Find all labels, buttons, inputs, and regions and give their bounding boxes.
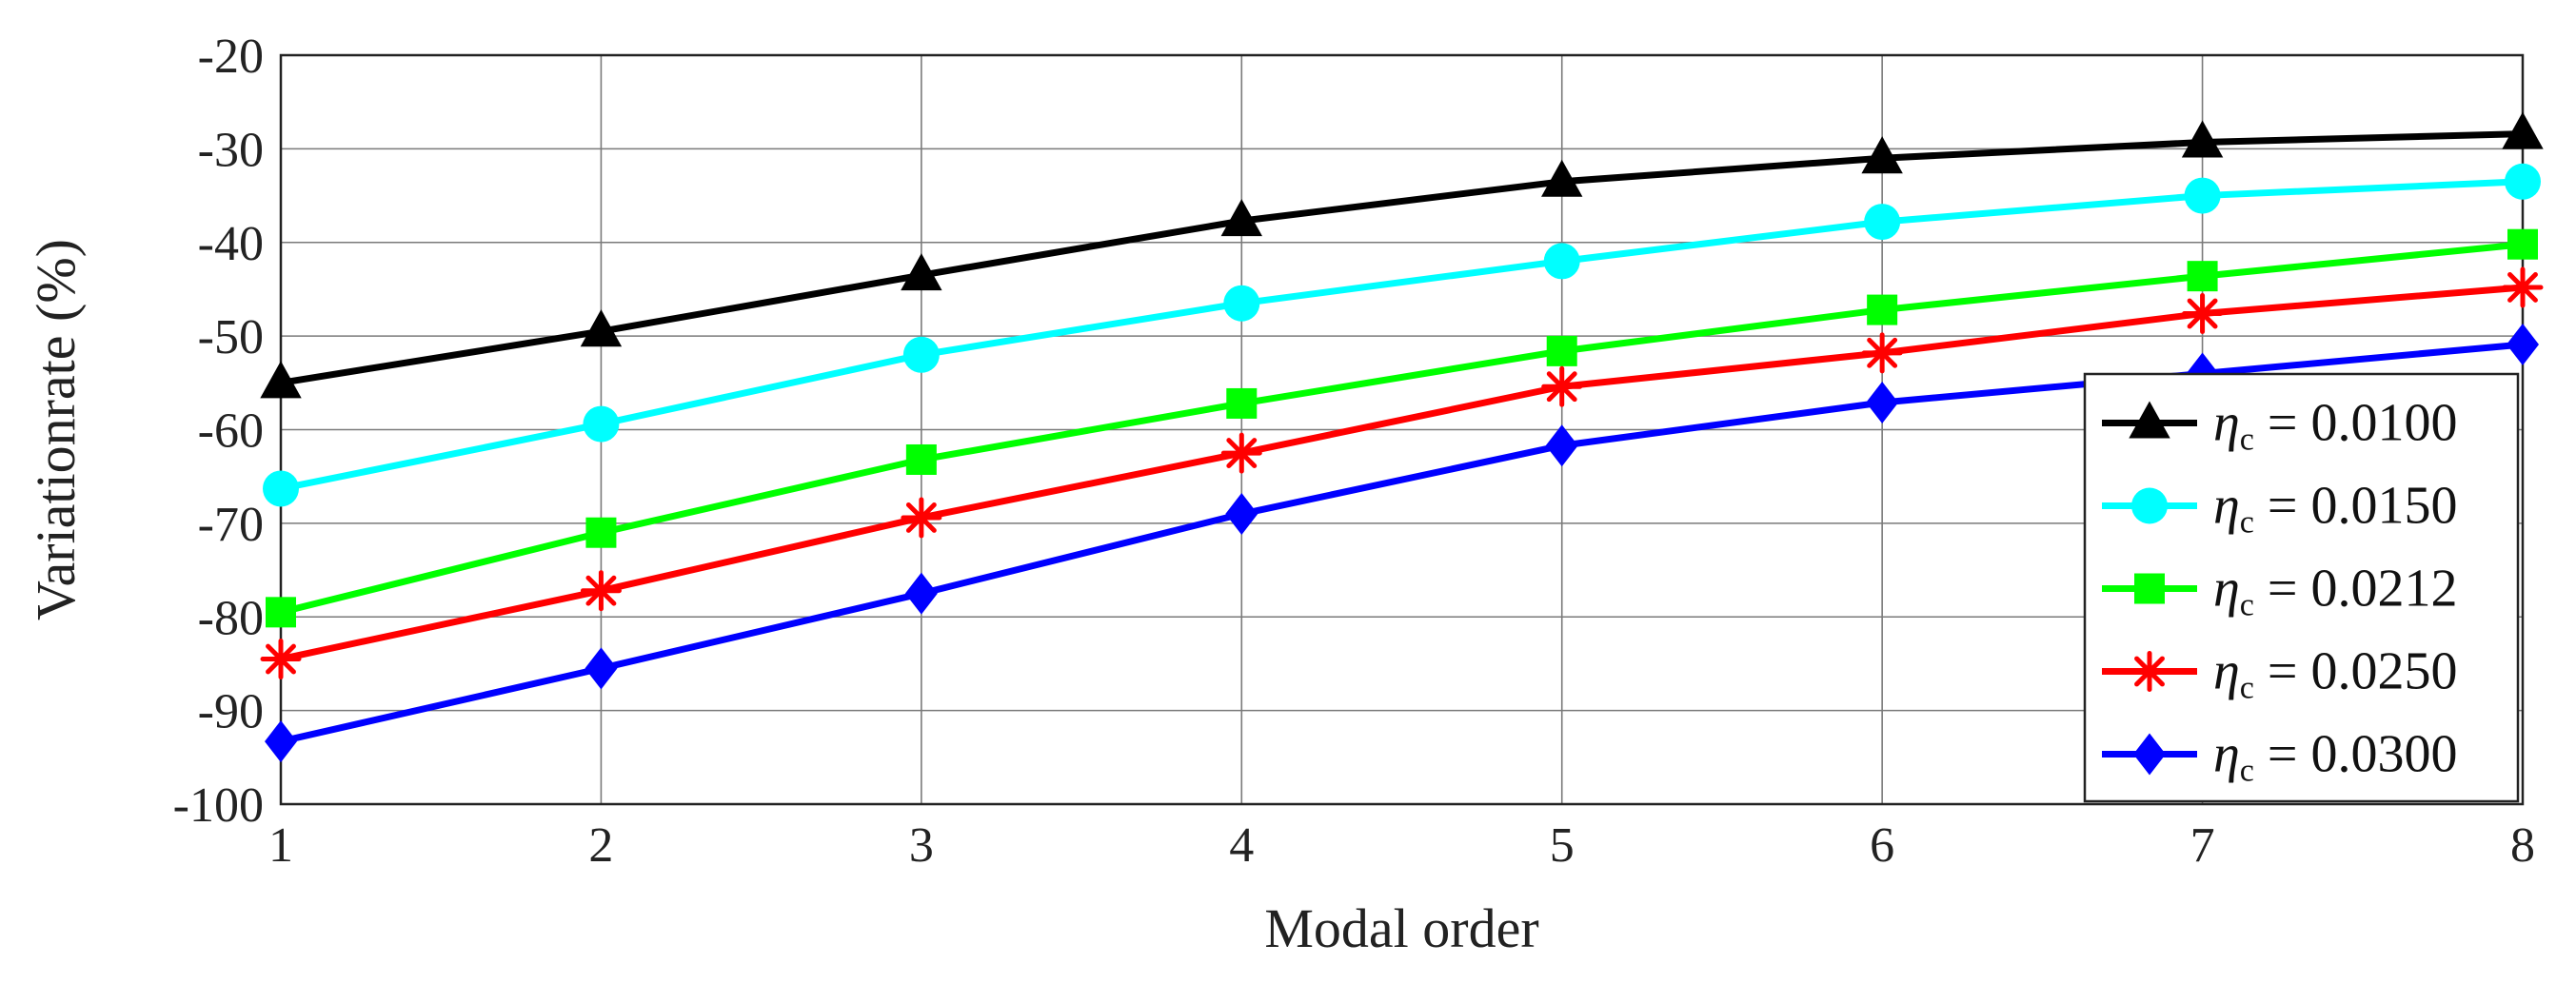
y-axis-label: Variationrate (%) <box>25 239 87 620</box>
data-point <box>2184 177 2221 214</box>
x-tick-label: 7 <box>2190 818 2215 873</box>
legend-marker <box>2129 401 2170 439</box>
y-tick-label: -100 <box>173 778 264 833</box>
data-point <box>901 497 942 539</box>
data-point <box>1861 332 1903 374</box>
data-point <box>266 597 296 628</box>
x-axis-tick-labels: 1 2 3 4 5 6 7 8 <box>268 818 2535 873</box>
series-4 <box>260 266 2544 680</box>
x-axis-label: Modal order <box>1264 897 1538 959</box>
legend-label: ηc = 0.0300 <box>2213 725 2457 789</box>
x-tick-label: 5 <box>1550 818 1575 873</box>
legend-label: ηc = 0.0212 <box>2213 560 2457 623</box>
data-point <box>1225 493 1258 536</box>
legend-label: ηc = 0.0250 <box>2213 642 2457 706</box>
series-line <box>280 284 2524 662</box>
data-point <box>260 639 302 680</box>
data-point <box>263 470 299 507</box>
data-point <box>1541 159 1583 197</box>
legend: ηc = 0.0100 ηc = 0.0150 ηc = 0.0212 ηc = 0.… <box>2083 372 2520 803</box>
data-point <box>1864 204 1901 241</box>
series-line <box>280 178 2524 492</box>
legend-entry: ηc = 0.0212 <box>2102 560 2457 623</box>
legend-marker <box>2129 651 2170 692</box>
legend-entry: ηc = 0.0100 <box>2102 394 2457 458</box>
data-point <box>265 720 297 763</box>
data-point <box>2181 120 2224 158</box>
y-tick-label: -60 <box>198 404 264 459</box>
data-point <box>2507 228 2538 260</box>
data-point <box>905 443 937 475</box>
x-tick-label: 8 <box>2510 818 2535 873</box>
data-point <box>1226 387 1258 419</box>
series-line <box>280 130 2524 386</box>
data-point <box>1866 381 1899 423</box>
data-point <box>1223 285 1260 322</box>
data-point <box>2502 266 2544 308</box>
y-tick-label: -70 <box>198 498 264 552</box>
data-point <box>2505 163 2541 200</box>
legend-label: ηc = 0.0150 <box>2213 477 2457 541</box>
y-tick-label: -20 <box>198 30 264 84</box>
data-point <box>2182 293 2224 335</box>
x-tick-label: 6 <box>1870 818 1894 873</box>
x-tick-label: 1 <box>268 818 293 873</box>
data-point <box>1220 199 1262 237</box>
y-tick-label: -50 <box>198 310 264 364</box>
data-point <box>1541 365 1583 407</box>
data-point <box>585 517 617 548</box>
series-1 <box>260 111 2544 399</box>
x-tick-label: 4 <box>1229 818 1254 873</box>
data-point <box>902 336 940 373</box>
data-point <box>2502 111 2544 149</box>
legend-marker <box>2133 733 2166 776</box>
data-point <box>1220 432 1262 474</box>
data-point <box>2187 261 2218 292</box>
legend-entry: ηc = 0.0250 <box>2102 642 2457 706</box>
series-3 <box>266 228 2538 628</box>
series-line <box>280 241 2524 616</box>
y-tick-label: -30 <box>198 123 264 177</box>
legend-marker <box>2131 487 2168 524</box>
legend-entry: ηc = 0.0150 <box>2102 477 2457 541</box>
legend-marker <box>2134 573 2165 604</box>
data-point <box>1546 335 1577 366</box>
data-point <box>1545 424 1578 467</box>
data-point <box>904 572 938 615</box>
data-point <box>901 253 942 291</box>
legend-label: ηc = 0.0100 <box>2213 394 2457 458</box>
data-point <box>583 405 620 443</box>
plot-area-frame <box>279 53 2525 806</box>
x-tick-label: 2 <box>588 818 613 873</box>
data-point <box>260 361 302 399</box>
data-point <box>1543 243 1580 280</box>
data-point <box>585 647 618 690</box>
data-point <box>1867 294 1898 325</box>
series-layer <box>260 111 2544 763</box>
data-point <box>1861 136 1903 174</box>
data-point <box>2507 323 2539 365</box>
legend-entry: ηc = 0.0300 <box>2102 725 2457 789</box>
data-point <box>580 309 623 347</box>
y-axis-tick-labels: -20 -30 -40 -50 -60 -70 -80 -90 -100 <box>173 30 264 833</box>
y-tick-label: -90 <box>198 685 264 739</box>
y-tick-label: -80 <box>198 591 264 645</box>
data-point <box>580 570 622 612</box>
series-2 <box>263 163 2541 507</box>
y-tick-label: -40 <box>198 217 264 271</box>
x-tick-label: 3 <box>909 818 934 873</box>
